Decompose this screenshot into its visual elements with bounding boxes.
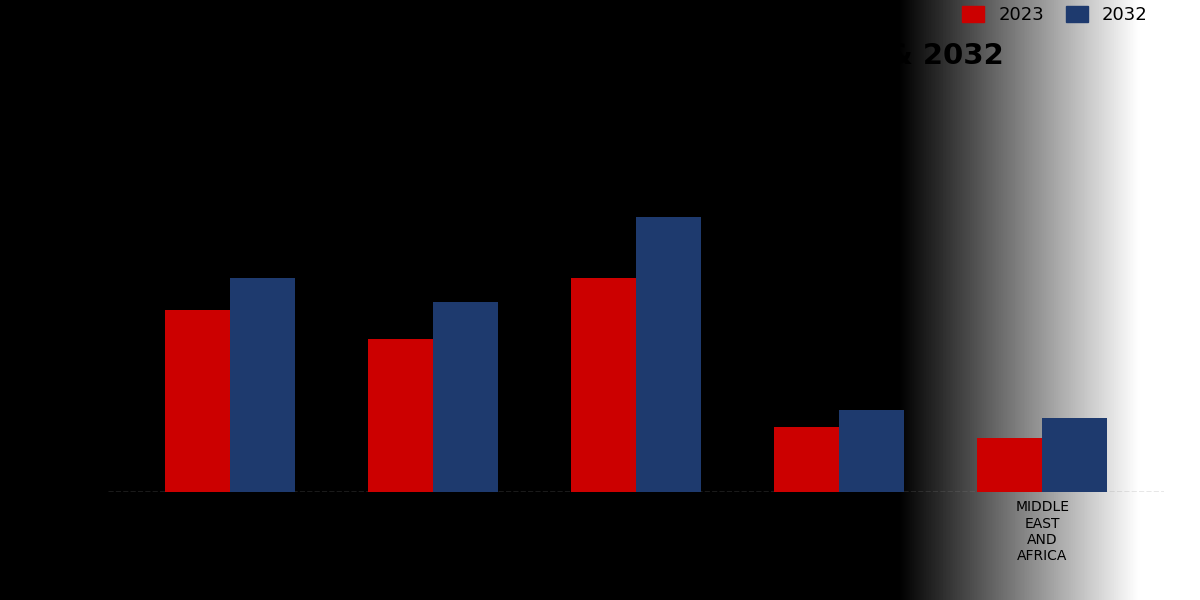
Y-axis label: Market Size in USD Billion: Market Size in USD Billion [79, 199, 97, 413]
Bar [571, 278, 636, 492]
Bar [839, 410, 904, 492]
Text: Cheap Wooden Crates Market, By Regional, 2023 & 2032: Cheap Wooden Crates Market, By Regional,… [72, 42, 1003, 70]
Bar [977, 438, 1042, 492]
Bar [636, 217, 701, 492]
Bar [774, 427, 839, 492]
Bar [164, 310, 230, 492]
Text: 9.81: 9.81 [180, 292, 215, 306]
Legend: 2023, 2032: 2023, 2032 [955, 0, 1154, 32]
Bar [1042, 418, 1108, 492]
Bar [433, 302, 498, 492]
Bar [230, 278, 295, 492]
Bar [368, 340, 433, 492]
